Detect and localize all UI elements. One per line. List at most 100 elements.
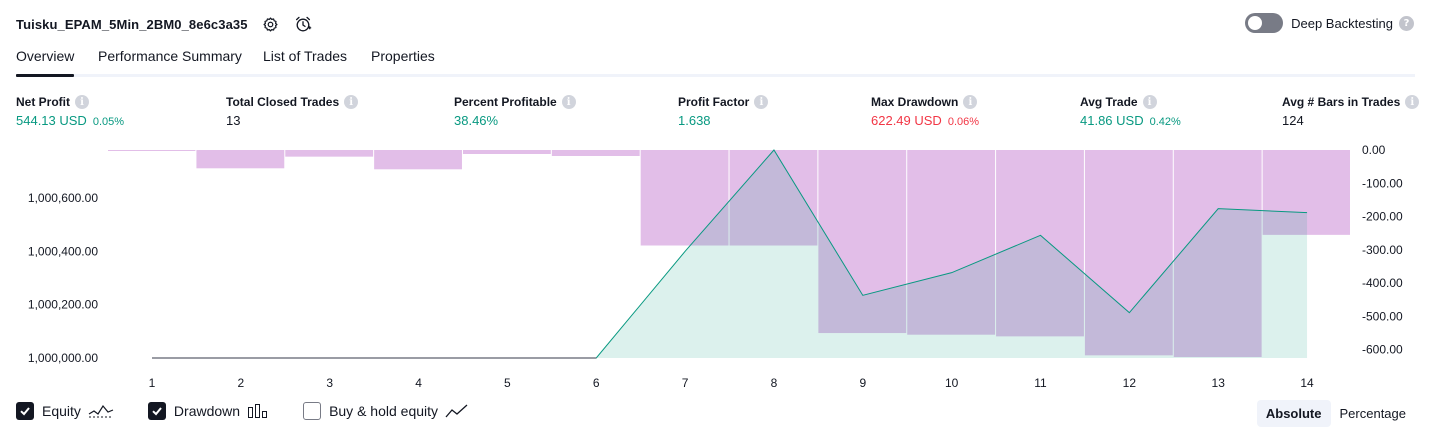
drawdown-bar (374, 150, 462, 170)
right-axis-tick: -400.00 (1362, 276, 1403, 290)
stat-percent: 0.05% (92, 116, 125, 128)
stat-percent: 0.06% (947, 116, 980, 128)
tab-performance-summary[interactable]: Performance Summary (98, 48, 242, 64)
deep-backtesting-label: Deep Backtesting (1291, 15, 1393, 31)
deep-backtesting: Deep Backtesting ? (1245, 13, 1414, 33)
legend-label: Equity (42, 403, 81, 419)
left-axis-tick: 1,000,000.00 (28, 351, 98, 365)
chart-legend: Equity Drawdown Buy & hold equity (16, 402, 503, 420)
stat-percent: 0.42% (1149, 116, 1181, 128)
info-icon[interactable]: i (754, 95, 769, 109)
tab-bar: Overview Performance Summary List of Tra… (16, 44, 1415, 77)
left-axis-tick: 1,000,400.00 (28, 244, 98, 258)
x-axis-tick: 5 (504, 376, 511, 390)
info-icon[interactable]: i (963, 95, 978, 109)
x-axis-tick: 7 (682, 376, 689, 390)
drawdown-bar (907, 150, 996, 335)
stat-label: Max Drawdown (871, 95, 959, 109)
drawdown-bar (196, 150, 285, 169)
left-axis-tick: 1,000,600.00 (28, 191, 98, 205)
stat-label: Avg # Bars in Trades (1282, 95, 1401, 109)
settings-icon[interactable] (262, 15, 280, 33)
stat-label: Percent Profitable (454, 95, 557, 109)
left-axis-tick: 1,000,200.00 (28, 298, 98, 312)
right-axis-tick: -100.00 (1362, 176, 1403, 190)
help-icon[interactable]: ? (1399, 15, 1414, 31)
x-axis-tick: 14 (1300, 376, 1314, 390)
stat-profit-factor: Profit Factor i 1.638 (678, 94, 769, 128)
stat-label: Avg Trade (1080, 95, 1138, 109)
x-axis-tick: 10 (945, 376, 959, 390)
stat-value: 41.86 USD (1080, 113, 1144, 128)
stat-value: 38.46% (454, 113, 499, 128)
drawdown-bar (1262, 150, 1350, 235)
absolute-button[interactable]: Absolute (1256, 400, 1331, 427)
x-axis-tick: 11 (1034, 376, 1047, 390)
checkbox-checked[interactable] (16, 402, 34, 420)
deep-backtesting-toggle[interactable] (1245, 13, 1284, 33)
drawdown-bar (818, 150, 907, 334)
strategy-name: Tuisku_EPAM_5Min_2BM0_8e6c3a35 (16, 16, 248, 32)
x-axis-tick: 13 (1212, 376, 1226, 390)
drawdown-bar (640, 150, 729, 246)
drawdown-bar (1084, 150, 1173, 356)
toggle-knob (1248, 16, 1263, 30)
tab-properties[interactable]: Properties (371, 48, 435, 64)
stat-value: 1.638 (678, 113, 711, 128)
info-icon[interactable]: i (75, 95, 89, 109)
info-icon[interactable]: i (1405, 95, 1420, 109)
equity-drawdown-chart: 1,000,000.00 1,000,200.00 1,000,400.00 1,00… (28, 143, 1403, 390)
right-axis-tick: -200.00 (1362, 210, 1403, 224)
stat-value: 544.13 USD (16, 113, 87, 128)
stat-max-drawdown: Max Drawdown i 622.49 USD 0.06% (871, 94, 979, 128)
drawdown-bars-icon (247, 402, 269, 420)
strategy-header: Tuisku_EPAM_5Min_2BM0_8e6c3a35 (16, 10, 312, 38)
x-axis-tick: 6 (593, 376, 600, 390)
legend-buy-hold-equity[interactable]: Buy & hold equity (303, 402, 469, 420)
stat-total-closed-trades: Total Closed Trades i 13 (226, 94, 359, 128)
drawdown-bar (551, 150, 640, 156)
chart-mode-switch: Absolute Percentage (1256, 400, 1415, 427)
percentage-button[interactable]: Percentage (1339, 406, 1407, 421)
x-axis-tick: 12 (1123, 376, 1137, 390)
x-axis-tick: 4 (415, 376, 422, 390)
stat-net-profit: Net Profit i 544.13 USD 0.05% (16, 94, 124, 128)
checkbox-unchecked[interactable] (303, 402, 322, 420)
legend-label: Drawdown (173, 403, 241, 419)
drawdown-bar (108, 150, 196, 151)
stat-label: Net Profit (16, 95, 70, 109)
info-icon[interactable]: i (561, 95, 576, 109)
x-axis-tick: 3 (326, 376, 333, 390)
info-icon[interactable]: i (344, 95, 359, 109)
checkbox-checked[interactable] (147, 402, 166, 420)
stat-label: Profit Factor (678, 95, 750, 109)
equity-line-icon (88, 402, 114, 420)
right-axis-tick: 0.00 (1362, 143, 1386, 157)
legend-label: Buy & hold equity (329, 403, 439, 419)
stat-value: 124 (1282, 113, 1304, 128)
buy-hold-line-icon (445, 402, 469, 420)
stat-label: Total Closed Trades (226, 95, 340, 109)
info-icon[interactable]: i (1142, 95, 1157, 109)
stat-avg-bars-in-trades: Avg # Bars in Trades i 124 (1282, 94, 1420, 128)
drawdown-bar (462, 150, 551, 154)
x-axis-tick: 2 (238, 376, 245, 390)
stat-value: 13 (226, 113, 241, 128)
right-axis-tick: -300.00 (1362, 243, 1403, 257)
tab-list-of-trades[interactable]: List of Trades (263, 48, 348, 64)
legend-equity[interactable]: Equity (16, 402, 114, 420)
stat-percent-profitable: Percent Profitable i 38.46% (454, 94, 576, 128)
drawdown-bar (1173, 150, 1262, 358)
stat-avg-trade: Avg Trade i 41.86 USD 0.42% (1080, 94, 1181, 128)
stat-value: 622.49 USD (871, 113, 942, 128)
x-axis-tick: 1 (149, 376, 156, 390)
legend-drawdown[interactable]: Drawdown (147, 402, 269, 420)
x-axis-tick: 8 (771, 376, 778, 390)
drawdown-bar (996, 150, 1084, 337)
equity-area (152, 150, 1308, 358)
tab-overview[interactable]: Overview (16, 48, 75, 77)
alert-clock-icon[interactable] (294, 15, 312, 33)
x-axis-tick: 9 (859, 376, 866, 390)
right-axis-tick: -500.00 (1362, 309, 1403, 323)
drawdown-bar (285, 150, 374, 157)
